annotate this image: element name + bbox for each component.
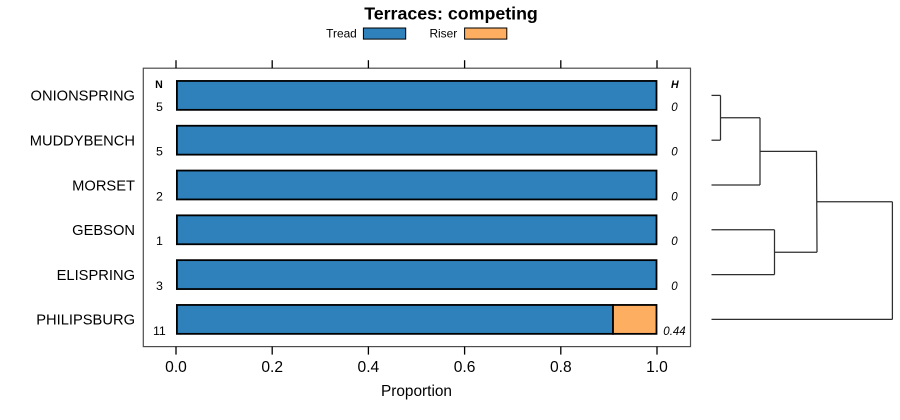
svg-text:H: H [671, 79, 679, 91]
svg-text:2: 2 [156, 189, 163, 203]
svg-text:Tread: Tread [326, 27, 357, 41]
svg-text:0: 0 [671, 236, 678, 248]
svg-text:Terraces: competing: Terraces: competing [364, 4, 538, 24]
svg-text:0: 0 [671, 191, 678, 203]
svg-text:0: 0 [671, 281, 678, 293]
svg-text:0.6: 0.6 [454, 359, 476, 376]
svg-text:0.4: 0.4 [358, 359, 380, 376]
svg-text:0.0: 0.0 [165, 359, 187, 376]
svg-text:0.44: 0.44 [663, 326, 685, 338]
svg-text:0.8: 0.8 [550, 359, 572, 376]
svg-text:MUDDYBENCH: MUDDYBENCH [30, 134, 135, 150]
svg-text:0.2: 0.2 [261, 359, 283, 376]
svg-text:PHILIPSBURG: PHILIPSBURG [36, 313, 135, 329]
svg-text:Riser: Riser [429, 27, 457, 41]
svg-text:Proportion: Proportion [381, 383, 452, 400]
svg-text:0: 0 [671, 102, 678, 114]
svg-text:1.0: 1.0 [646, 359, 668, 376]
svg-text:N: N [155, 79, 163, 91]
svg-text:11: 11 [153, 324, 166, 338]
svg-text:5: 5 [156, 100, 163, 114]
svg-text:ONIONSPRING: ONIONSPRING [31, 89, 135, 105]
svg-text:ELISPRING: ELISPRING [57, 268, 135, 284]
svg-text:3: 3 [156, 279, 163, 293]
svg-text:1: 1 [156, 234, 163, 248]
svg-text:MORSET: MORSET [72, 178, 135, 194]
svg-text:0: 0 [671, 147, 678, 159]
svg-text:5: 5 [156, 145, 163, 159]
svg-text:GEBSON: GEBSON [72, 223, 135, 239]
